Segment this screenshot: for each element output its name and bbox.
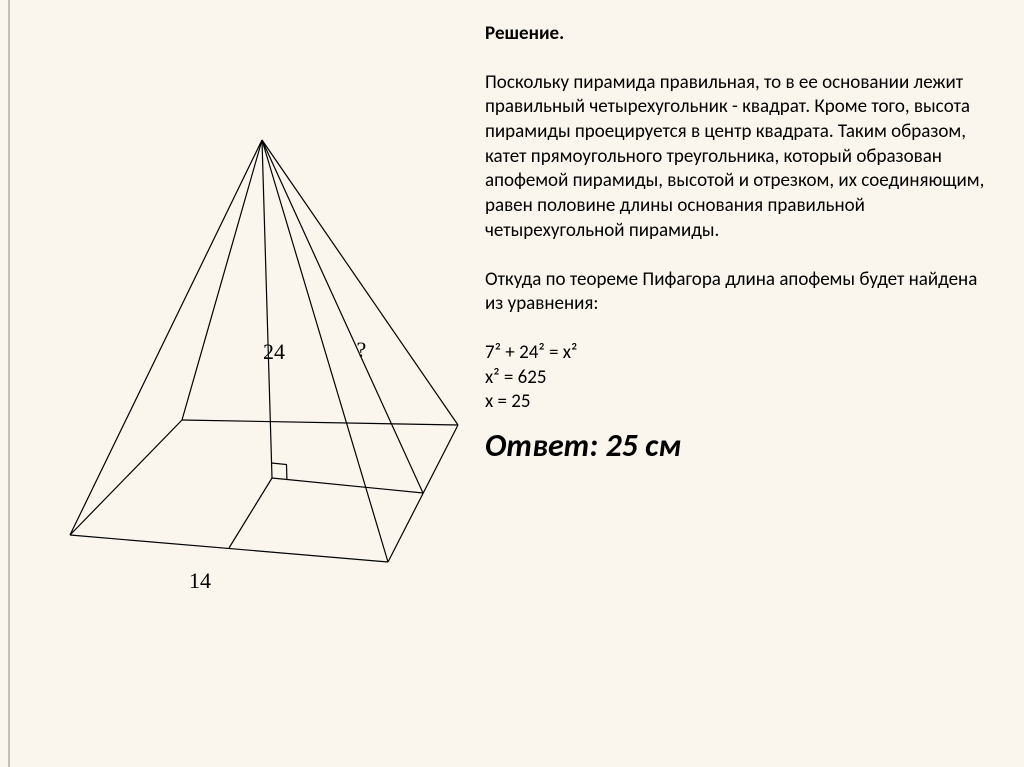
solution-text: Решение. Поскольку пирамида правильная, … — [485, 22, 985, 467]
answer: Ответ: 25 см — [485, 425, 985, 467]
page-left-border — [8, 0, 10, 767]
equation-2: x² = 625 — [485, 366, 985, 391]
solution-para1: Поскольку пирамида правильная, то в ее о… — [485, 71, 985, 244]
equation-1: 7² + 24² = x² — [485, 341, 985, 366]
apothem-label: ? — [357, 337, 367, 363]
equation-3: x = 25 — [485, 390, 985, 415]
solution-heading: Решение. — [485, 22, 985, 47]
solution-para2: Откуда по теореме Пифагора длина апофемы… — [485, 268, 985, 317]
pyramid-diagram: 24 ? 14 — [50, 130, 470, 600]
height-label: 24 — [263, 339, 285, 365]
pyramid-svg — [50, 130, 470, 600]
base-label: 14 — [189, 568, 211, 594]
